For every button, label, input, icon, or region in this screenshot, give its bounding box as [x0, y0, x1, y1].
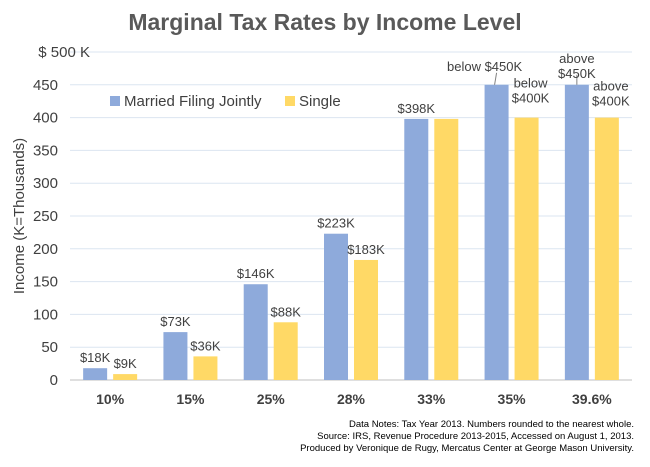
y-tick-label: 450	[33, 77, 58, 94]
bar-single	[354, 259, 378, 380]
data-label: above $450K	[558, 51, 596, 81]
y-tick-label: 400	[33, 110, 58, 127]
y-tick-label: 250	[33, 208, 58, 225]
bar-single	[514, 117, 539, 380]
y-tick-label: 300	[33, 175, 58, 192]
y-tick-label: 150	[33, 274, 58, 291]
x-tick-label: 15%	[176, 391, 205, 407]
bar-single	[273, 322, 298, 380]
data-label: $36K	[190, 338, 221, 353]
legend-label: Single	[299, 93, 341, 110]
bar-married	[324, 233, 348, 380]
bar-married	[163, 332, 188, 380]
bar-single	[193, 356, 218, 380]
data-label: $88K	[271, 304, 302, 319]
bar-single	[594, 117, 619, 380]
data-label: $398K	[397, 101, 435, 116]
x-tick-label: 35%	[498, 391, 527, 407]
y-tick-label: 50	[41, 339, 58, 356]
data-label: $146K	[237, 266, 275, 281]
data-label: $9K	[114, 356, 137, 371]
x-tick-label: 28%	[337, 391, 366, 407]
legend-swatch	[285, 96, 295, 106]
y-tick-label: 200	[33, 241, 58, 258]
y-tick-label: $ 500 K	[38, 44, 90, 61]
data-label: below $400K	[512, 76, 550, 106]
x-tick-label: 10%	[96, 391, 125, 407]
data-label: $223K	[317, 216, 355, 231]
bar-married	[243, 284, 268, 380]
bar-married	[484, 84, 509, 381]
y-tick-label: 100	[33, 306, 58, 323]
legend-label: Married Filing Jointly	[124, 93, 262, 110]
data-label: above $400K	[592, 79, 630, 109]
data-label: $18K	[80, 350, 111, 365]
leader-line	[494, 72, 498, 85]
bar-married	[564, 84, 589, 381]
data-note: Source: IRS, Revenue Procedure 2013-2015…	[317, 431, 634, 442]
legend-swatch	[110, 96, 120, 106]
data-label: $183K	[347, 242, 385, 257]
data-note: Produced by Veronique de Rugy, Mercatus …	[300, 443, 634, 454]
x-tick-label: 39.6%	[572, 391, 612, 407]
y-tick-label: 350	[33, 142, 58, 159]
data-label: $73K	[160, 314, 191, 329]
bar-single	[434, 118, 459, 381]
y-axis-label: Income (K=Thousands)	[11, 138, 28, 294]
data-note: Data Notes: Tax Year 2013. Numbers round…	[349, 419, 634, 430]
bar-married	[404, 118, 429, 381]
data-label: below $450K	[447, 59, 522, 74]
chart-title: Marginal Tax Rates by Income Level	[128, 9, 521, 35]
bar-single	[113, 374, 138, 380]
x-tick-label: 33%	[417, 391, 446, 407]
bar-married	[83, 368, 108, 380]
x-tick-label: 25%	[257, 391, 286, 407]
y-tick-label: 0	[50, 372, 58, 389]
